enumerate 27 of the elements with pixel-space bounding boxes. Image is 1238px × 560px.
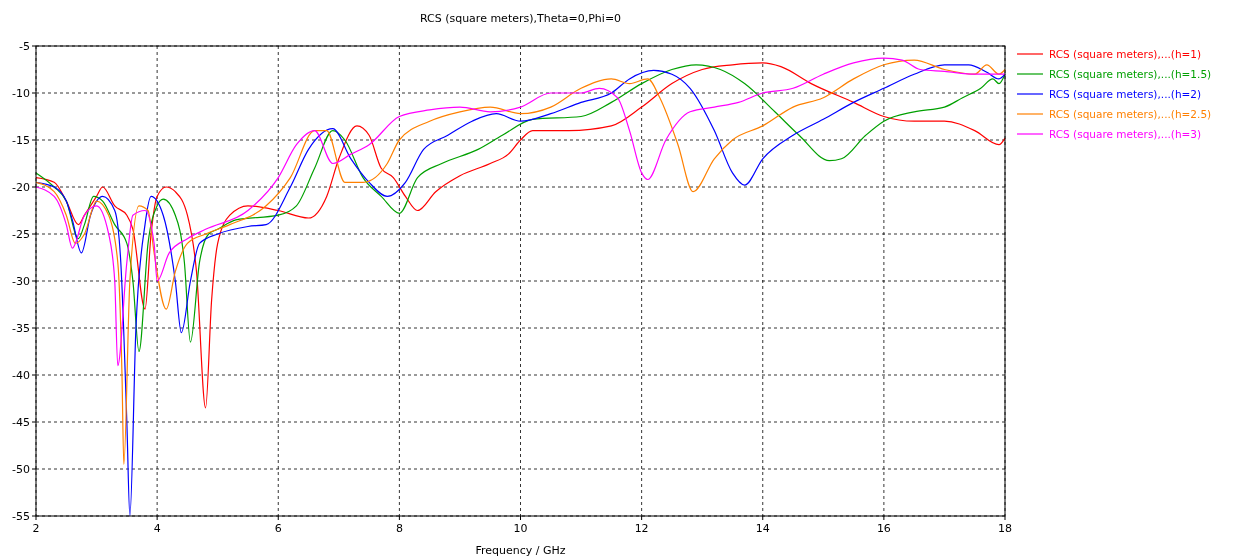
y-tick-label: -30 [12, 275, 30, 288]
x-axis-title: Frequency / GHz [475, 544, 566, 557]
y-tick-label: -45 [12, 416, 30, 429]
y-tick-label: -5 [19, 40, 30, 53]
y-tick-label: -50 [12, 463, 30, 476]
legend-label: RCS (square meters),...(h=3) [1049, 128, 1202, 140]
legend-label: RCS (square meters),...(h=2.5) [1049, 108, 1212, 120]
x-tick-label: 18 [998, 522, 1012, 535]
x-tick-label: 4 [153, 522, 161, 535]
x-tick-label: 14 [755, 522, 770, 535]
x-tick-label: 10 [513, 522, 528, 535]
y-tick-label: -35 [12, 322, 30, 335]
x-tick-label: 6 [274, 522, 282, 535]
y-tick-label: -10 [12, 87, 30, 100]
y-tick-label: -20 [12, 181, 30, 194]
chart-title: RCS (square meters),Theta=0,Phi=0 [419, 12, 622, 25]
legend-label: RCS (square meters),...(h=1.5) [1049, 68, 1212, 80]
x-tick-label: 2 [32, 522, 40, 535]
x-tick-label: 12 [634, 522, 649, 535]
legend-label: RCS (square meters),...(h=1) [1049, 48, 1202, 60]
legend-label: RCS (square meters),...(h=2) [1049, 88, 1202, 100]
x-tick-label: 8 [395, 522, 403, 535]
y-tick-label: -15 [12, 134, 30, 147]
x-tick-label: 16 [876, 522, 891, 535]
y-tick-label: -55 [12, 510, 30, 523]
y-tick-label: -40 [12, 369, 30, 382]
y-tick-label: -25 [12, 228, 30, 241]
